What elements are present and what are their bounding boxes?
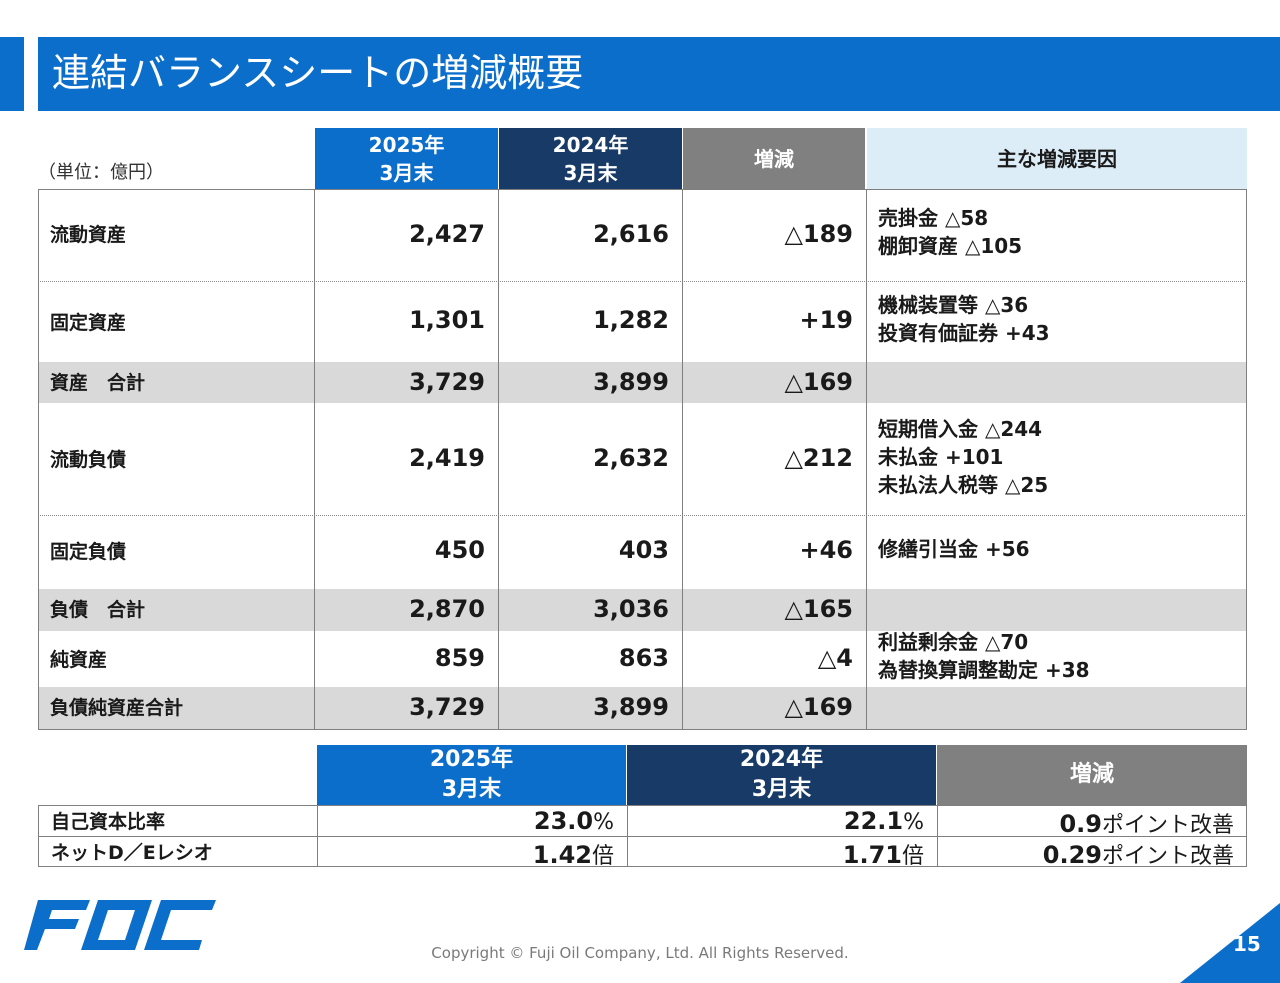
table-row-total-liabilities: 負債 合計 2,870 3,036 △165 — [38, 589, 1247, 631]
row-label: 自己資本比率 — [51, 811, 166, 833]
value-change: △189 — [784, 220, 853, 248]
table-row-equity-ratio: 自己資本比率 23.0% 22.1% 0.9ポイント改善 — [39, 806, 1248, 838]
header-2024: 2024年 3月末 — [499, 128, 682, 189]
value-2024: 3,899 — [593, 693, 669, 721]
page-title: 連結バランスシートの増減概要 — [52, 51, 584, 95]
unit-label: （単位：億円） — [38, 162, 164, 183]
table-row-net-de-ratio: ネットD／Eレシオ 1.42倍 1.71倍 0.29ポイント改善 — [39, 837, 1248, 869]
column-divider — [866, 189, 867, 730]
copyright-text: Copyright © Fuji Oil Company, Ltd. All R… — [431, 944, 849, 962]
value-2024: 1.71倍 — [842, 841, 924, 869]
value-2025: 859 — [434, 644, 485, 672]
value-change: △4 — [817, 644, 853, 672]
value-2024: 22.1% — [843, 807, 924, 835]
column-divider — [498, 189, 499, 730]
value-change: △169 — [784, 368, 853, 396]
row-label: 固定資産 — [50, 312, 127, 334]
value-change: △212 — [784, 444, 853, 472]
ratio-header-change: 増減 — [937, 745, 1247, 805]
ratio-header-2024: 2024年 3月末 — [627, 745, 936, 805]
value-2025: 23.0% — [533, 807, 614, 835]
value-change: △169 — [784, 693, 853, 721]
value-2025: 1.42倍 — [532, 841, 614, 869]
value-2025: 1,301 — [409, 306, 485, 334]
value-change: +19 — [799, 306, 853, 334]
header-2025: 2025年 3月末 — [315, 128, 498, 189]
factors: 利益剰余金 △70 為替換算調整勘定 +38 — [878, 630, 1090, 682]
row-label: ネットD／Eレシオ — [51, 842, 213, 864]
row-divider — [38, 515, 1247, 516]
value-2024: 403 — [618, 536, 669, 564]
factors: 機械装置等 △36 投資有価証券 +43 — [878, 293, 1050, 345]
value-2024: 1,282 — [593, 306, 669, 334]
value-2025: 2,419 — [409, 444, 485, 472]
value-2024: 863 — [618, 644, 669, 672]
row-label: 純資産 — [50, 649, 108, 671]
title-accent-bar — [0, 37, 24, 111]
value-2025: 2,427 — [409, 220, 485, 248]
header-change: 増減 — [683, 128, 865, 189]
value-2025: 2,870 — [409, 595, 485, 623]
row-label: 流動資産 — [50, 224, 127, 246]
row-label: 流動負債 — [50, 449, 127, 471]
value-2025: 3,729 — [409, 368, 485, 396]
value-2025: 3,729 — [409, 693, 485, 721]
page-corner-triangle — [1180, 903, 1280, 983]
table-row-total-assets: 資産 合計 3,729 3,899 △169 — [38, 362, 1247, 403]
table-row-fixed-assets: 固定資産 1,301 1,282 +19 機械装置等 △36 投資有価証券 +4… — [38, 282, 1247, 362]
factors: 売掛金 △58 棚卸資産 △105 — [878, 206, 1023, 258]
value-change: 0.29ポイント改善 — [1042, 841, 1234, 869]
row-label: 固定負債 — [50, 541, 127, 563]
ratio-header-2025: 2025年 3月末 — [317, 745, 626, 805]
row-divider — [38, 281, 1247, 282]
table-row-total-liabilities-net-assets: 負債純資産合計 3,729 3,899 △169 — [38, 687, 1247, 729]
value-2025: 450 — [434, 536, 485, 564]
factors: 修繕引当金 +56 — [878, 537, 1030, 561]
title-bar: 連結バランスシートの増減概要 — [38, 37, 1280, 111]
value-change: +46 — [799, 536, 853, 564]
column-divider — [682, 189, 683, 730]
foc-logo — [24, 900, 216, 950]
table-row-current-liabilities: 流動負債 2,419 2,632 △212 短期借入金 △244 未払金 +10… — [38, 404, 1247, 515]
value-2024: 3,899 — [593, 368, 669, 396]
table-row-fixed-liabilities: 固定負債 450 403 +46 修繕引当金 +56 — [38, 516, 1247, 589]
row-label: 資産 合計 — [50, 372, 146, 394]
value-2024: 2,632 — [593, 444, 669, 472]
row-label: 負債 合計 — [50, 599, 146, 621]
table-row-net-assets: 純資産 859 863 △4 利益剰余金 △70 為替換算調整勘定 +38 — [38, 630, 1247, 687]
factors: 短期借入金 △244 未払金 +101 未払法人税等 △25 — [878, 417, 1049, 497]
page-number: 15 — [1233, 932, 1261, 956]
value-change: △165 — [784, 595, 853, 623]
header-factors: 主な増減要因 — [867, 128, 1247, 189]
value-change: 0.9ポイント改善 — [1059, 810, 1234, 838]
row-label: 負債純資産合計 — [50, 697, 184, 719]
column-divider — [314, 189, 315, 730]
value-2024: 2,616 — [593, 220, 669, 248]
value-2024: 3,036 — [593, 595, 669, 623]
row-divider — [39, 836, 1246, 837]
table-row-current-assets: 流動資産 2,427 2,616 △189 売掛金 △58 棚卸資産 △105 — [38, 190, 1247, 281]
ratio-table: 自己資本比率 23.0% 22.1% 0.9ポイント改善 ネットD／Eレシオ 1… — [38, 805, 1248, 869]
